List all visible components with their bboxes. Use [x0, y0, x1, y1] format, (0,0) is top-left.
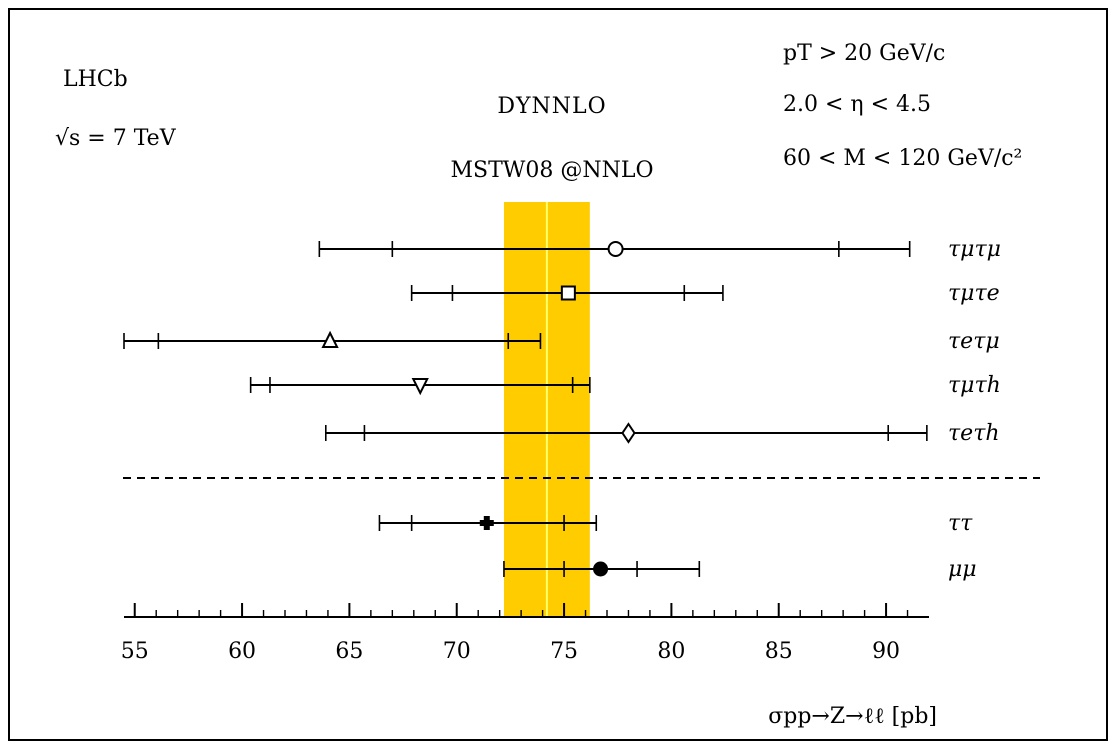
measurement-row: μμ: [503, 557, 977, 582]
series-label: τeτμ: [948, 329, 1000, 354]
series-label: μμ: [948, 557, 977, 582]
x-tick-label: 70: [443, 639, 471, 664]
x-tick-label: 55: [121, 639, 149, 664]
series-label: τμτe: [948, 281, 1000, 306]
energy-label: √s = 7 TeV: [55, 126, 177, 151]
measurement-row: ττ: [378, 511, 973, 536]
x-tick-label: 80: [657, 639, 685, 664]
theory-program-label: DYNNLO: [497, 94, 606, 119]
cut-label-pt: pT > 20 GeV/c: [783, 41, 945, 66]
figure-frame: [8, 8, 1108, 741]
marker-filled-cross: [479, 516, 494, 530]
x-axis-label: σpp→Z→ℓℓ [pb]: [768, 704, 937, 729]
cut-label-eta: 2.0 < η < 4.5: [783, 92, 931, 117]
x-tick-label: 85: [765, 639, 793, 664]
series-label: τμτh: [948, 373, 1001, 398]
series-label: τeτh: [948, 421, 1000, 446]
marker-open-square: [560, 285, 576, 301]
measurement-row: τμτh: [249, 373, 1001, 398]
x-tick-label: 75: [550, 639, 578, 664]
measurement-row: τeτμ: [123, 329, 1000, 354]
series-label: ττ: [948, 511, 973, 536]
x-tick-label: 60: [228, 639, 256, 664]
experiment-label: LHCb: [63, 67, 128, 92]
marker-filled-circle: [593, 561, 609, 577]
x-axis: 55 60 65 70 75 80 85 90: [121, 603, 929, 664]
marker-open-triangle-up: [321, 330, 339, 348]
marker-open-triangle-down: [411, 378, 429, 396]
measurement-row: τμτe: [410, 281, 1000, 306]
theory-pdf-label: MSTW08 @NNLO: [450, 158, 653, 183]
series-label: τμτμ: [948, 237, 1001, 262]
x-tick-label: 65: [335, 639, 363, 664]
measurements: τμτμ τμτe τeτμ τμτh τeτh ττ μμ: [123, 237, 1001, 582]
cut-label-mass: 60 < M < 120 GeV/c²: [783, 146, 1022, 171]
x-tick-label: 90: [872, 639, 900, 664]
measurement-row: τeτh: [324, 421, 1000, 446]
marker-open-circle: [607, 241, 624, 257]
marker-open-diamond: [621, 422, 636, 444]
measurement-row: τμτμ: [318, 237, 1001, 262]
